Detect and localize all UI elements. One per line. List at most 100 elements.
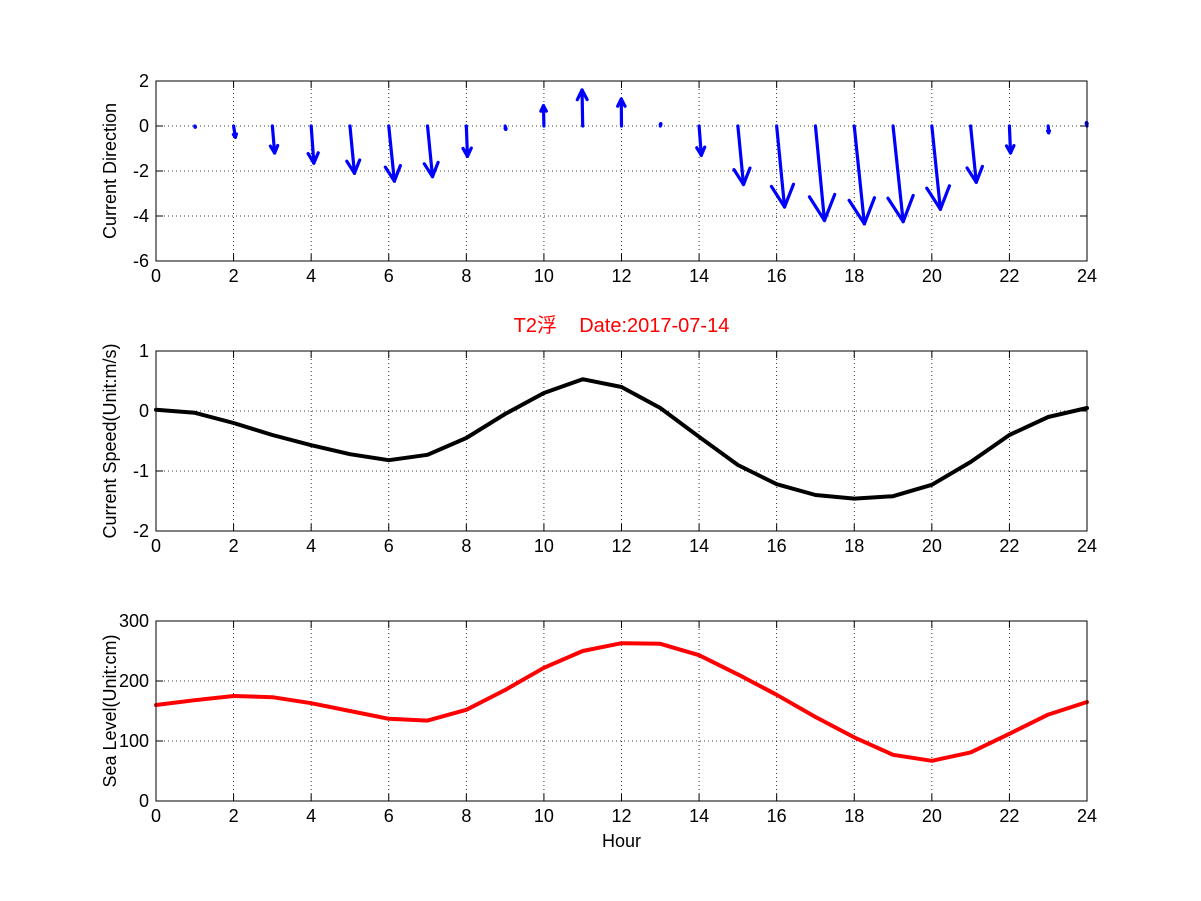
current-vector (732, 124, 752, 187)
current-vector (886, 124, 915, 224)
y-tick-label: -6 (133, 251, 149, 271)
vector-head (782, 182, 796, 209)
y-tick-label: 100 (119, 731, 149, 751)
vector-shaft (969, 124, 978, 184)
x-tick-label: 16 (767, 266, 787, 286)
x-tick-label: 18 (844, 266, 864, 286)
x-tick-label: 6 (384, 536, 394, 556)
vector-head (1047, 129, 1052, 135)
current-vector (539, 104, 548, 128)
vector-head (430, 160, 440, 179)
x-tick-label: 12 (611, 806, 631, 826)
x-tick-label: 14 (689, 266, 709, 286)
vector-head (539, 104, 546, 113)
vector-head (741, 166, 752, 187)
x-tick-label: 10 (534, 266, 554, 286)
x-tick-label: 2 (229, 266, 239, 286)
vector-head (938, 184, 952, 211)
current-vector (231, 124, 239, 139)
x-tick-label: 18 (844, 806, 864, 826)
vector-head (352, 158, 362, 175)
vector-head (901, 193, 915, 224)
current-vector (925, 124, 952, 211)
current-vector (616, 97, 627, 128)
current-vector (461, 124, 473, 158)
y-axis-label: Current Speed(Unit:m/s) (100, 343, 120, 538)
vector-shaft (930, 124, 942, 211)
y-tick-label: -2 (133, 161, 149, 181)
vector-head (383, 165, 396, 183)
x-tick-label: 2 (229, 806, 239, 826)
y-tick-label: 0 (139, 116, 149, 136)
x-tick-label: 24 (1077, 266, 1097, 286)
y-axis-label: Current Direction (100, 103, 120, 239)
vector-head (769, 184, 787, 209)
x-tick-label: 6 (384, 266, 394, 286)
x-tick-label: 8 (461, 806, 471, 826)
axes-frame (155, 620, 1088, 802)
vector-shaft (387, 124, 396, 183)
y-tick-label: 300 (119, 611, 149, 631)
x-tick-label: 4 (306, 806, 316, 826)
x-tick-label: 20 (922, 806, 942, 826)
x-tick-label: 24 (1077, 536, 1097, 556)
current-vector (383, 124, 402, 183)
current-vector (1046, 124, 1052, 135)
vector-head (822, 192, 837, 223)
vector-head (862, 196, 877, 226)
x-tick-label: 0 (151, 806, 161, 826)
x-tick-label: 14 (689, 536, 709, 556)
vector-head (925, 186, 942, 211)
x-tick-label: 12 (611, 266, 631, 286)
vector-shaft (852, 124, 866, 226)
y-tick-label: 2 (139, 71, 149, 91)
vector-head (974, 164, 985, 184)
vector-head (312, 151, 320, 165)
vector-head (575, 88, 584, 102)
vector-shaft (1007, 124, 1013, 155)
current-vector (268, 124, 280, 155)
vector-shaft (891, 124, 905, 224)
x-tick-label: 4 (306, 266, 316, 286)
current-vector (695, 124, 707, 157)
x-tick-label: 22 (999, 806, 1019, 826)
vector-head (699, 145, 707, 157)
x-tick-label: 14 (689, 806, 709, 826)
x-tick-label: 10 (534, 536, 554, 556)
y-tick-label: 1 (139, 341, 149, 361)
vector-head (422, 162, 435, 179)
current-vector (345, 124, 362, 175)
vector-shaft (309, 124, 316, 165)
x-tick-label: 0 (151, 266, 161, 286)
vector-head (273, 143, 280, 155)
axes-frame (155, 350, 1088, 532)
y-tick-label: 0 (139, 401, 149, 421)
x-tick-label: 18 (844, 536, 864, 556)
current-vector (422, 124, 440, 179)
x-tick-label: 20 (922, 536, 942, 556)
x-tick-label: 16 (767, 806, 787, 826)
vector-shaft (580, 88, 585, 128)
x-tick-label: 8 (461, 536, 471, 556)
x-tick-label: 22 (999, 536, 1019, 556)
x-tick-label: 16 (767, 536, 787, 556)
x-tick-label: 6 (384, 806, 394, 826)
y-axis-label: Sea Level(Unit:cm) (100, 634, 120, 787)
vector-shaft (348, 124, 357, 175)
vector-head (465, 146, 473, 158)
vector-shaft (697, 124, 703, 157)
y-tick-label: 200 (119, 671, 149, 691)
current-vector (306, 124, 320, 165)
vector-head (392, 164, 402, 183)
x-tick-label: 24 (1077, 806, 1097, 826)
current-vector (769, 124, 796, 209)
current-vector (847, 124, 877, 226)
vector-shaft (813, 124, 827, 223)
vector-shaft (775, 124, 787, 209)
x-tick-label: 22 (999, 266, 1019, 286)
vector-head (732, 168, 746, 187)
